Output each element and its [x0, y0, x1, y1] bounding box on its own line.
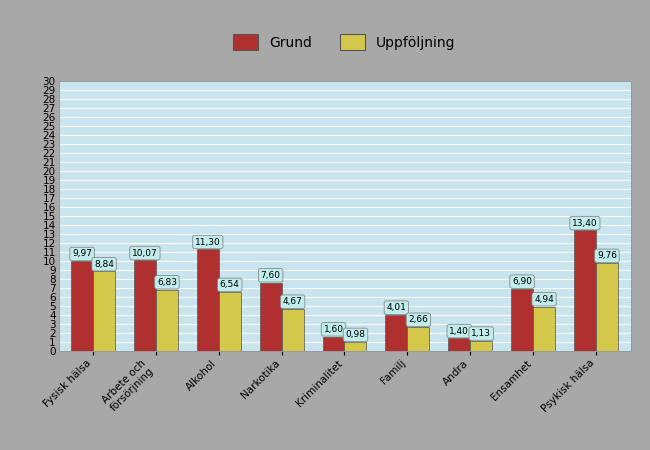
Text: 9,76: 9,76 — [597, 252, 617, 261]
Bar — [448, 338, 470, 351]
Bar — [408, 327, 430, 351]
Bar — [470, 341, 492, 351]
Text: 7,60: 7,60 — [261, 271, 281, 280]
Text: 6,54: 6,54 — [220, 280, 240, 289]
Bar — [71, 261, 93, 351]
Legend: Grund, Uppföljning: Grund, Uppföljning — [227, 28, 462, 56]
Bar — [574, 230, 596, 351]
Text: 8,84: 8,84 — [94, 260, 114, 269]
Text: 6,90: 6,90 — [512, 277, 532, 286]
Text: 0,98: 0,98 — [346, 330, 365, 339]
Bar — [533, 306, 555, 351]
Text: 1,60: 1,60 — [324, 325, 343, 334]
Bar — [596, 263, 618, 351]
Text: 1,40: 1,40 — [449, 327, 469, 336]
Bar — [259, 283, 281, 351]
Bar — [322, 337, 344, 351]
Bar — [134, 261, 156, 351]
Text: 13,40: 13,40 — [572, 219, 598, 228]
Bar — [344, 342, 367, 351]
Text: 4,01: 4,01 — [386, 303, 406, 312]
Text: 9,97: 9,97 — [72, 249, 92, 258]
Bar — [93, 271, 115, 351]
Bar — [156, 289, 178, 351]
Text: 1,13: 1,13 — [471, 329, 491, 338]
Bar — [197, 249, 219, 351]
Text: 6,83: 6,83 — [157, 278, 177, 287]
Text: 11,30: 11,30 — [195, 238, 220, 247]
Text: 2,66: 2,66 — [408, 315, 428, 324]
Text: 10,07: 10,07 — [132, 248, 158, 257]
Text: 4,67: 4,67 — [283, 297, 303, 306]
Bar — [385, 315, 408, 351]
Text: 4,94: 4,94 — [534, 295, 554, 304]
Bar — [511, 289, 533, 351]
Bar — [281, 309, 304, 351]
Bar — [219, 292, 240, 351]
